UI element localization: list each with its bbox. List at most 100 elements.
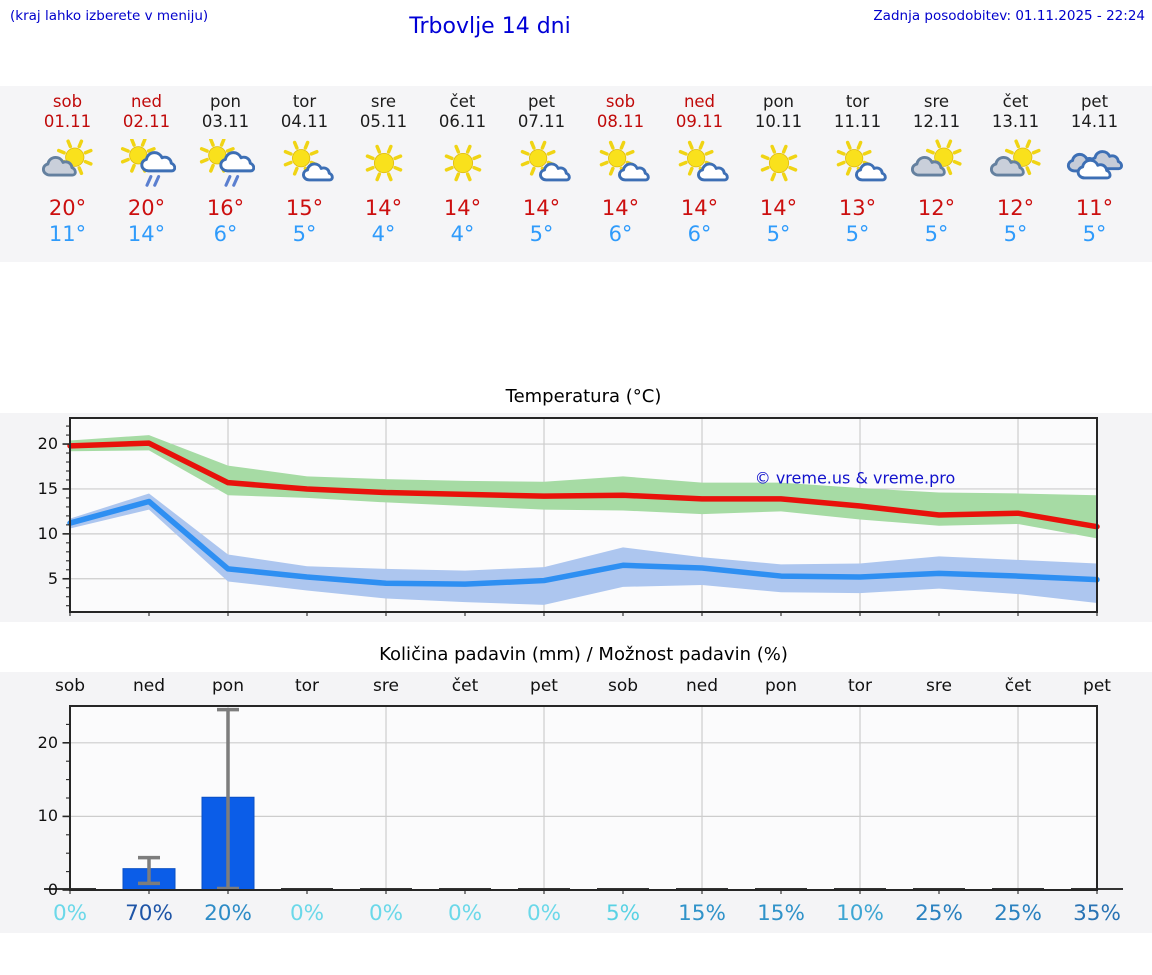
day-date: 03.11: [201, 111, 250, 131]
precip-day-label: tor: [294, 676, 320, 696]
sun-icon: [760, 144, 797, 181]
precipitation-probability: 10%: [836, 901, 884, 926]
y-tick-label: 5: [47, 568, 58, 588]
high-temperature: 14°: [680, 195, 719, 220]
day-name: pet: [527, 92, 556, 111]
y-tick-label: 0: [47, 880, 58, 899]
day-name: pon: [762, 92, 795, 111]
sun-rain-icon: [120, 138, 176, 187]
sun-small-cloud-icon: [678, 140, 729, 181]
precipitation-probability: 70%: [125, 901, 173, 926]
precip-day-label: pon: [765, 676, 797, 696]
low-temperature: 6°: [687, 221, 712, 246]
weather-icon: [423, 135, 502, 193]
high-temperature: 14°: [443, 195, 482, 220]
day-date: 14.11: [1070, 111, 1119, 131]
low-temperature: 5°: [529, 221, 554, 246]
low-temperature: 5°: [766, 221, 791, 246]
sun-icon: [444, 144, 481, 181]
day-name: sob: [605, 92, 636, 111]
precipitation-probability: 0%: [368, 901, 404, 926]
forecast-day-column-14[interactable]: pet 14.11 11° 5°: [1055, 86, 1134, 262]
day-name: sre: [370, 92, 397, 111]
precip-day-label: čet: [451, 676, 479, 696]
high-temperature: 16°: [206, 195, 245, 220]
precipitation-chart-title: Količina padavin (mm) / Možnost padavin …: [379, 644, 788, 665]
forecast-day-column-7[interactable]: pet 07.11 14° 5°: [502, 86, 581, 262]
low-temperature: 5°: [1003, 221, 1028, 246]
day-name: ned: [683, 92, 716, 111]
high-temperature: 12°: [917, 195, 956, 220]
low-temperature: 5°: [845, 221, 870, 246]
high-temperature: 20°: [127, 195, 166, 220]
precipitation-probability: 15%: [678, 901, 726, 926]
low-temperature: 6°: [213, 221, 238, 246]
weather-icon: [739, 135, 818, 193]
min-temperature-line: [67, 498, 1100, 587]
y-tick-label: 15: [37, 478, 58, 498]
forecast-day-column-9[interactable]: ned 09.11 14° 6°: [660, 86, 739, 262]
precip-day-label: ned: [685, 676, 719, 696]
y-tick-label: 10: [37, 523, 58, 543]
weather-icon: [581, 135, 660, 193]
forecast-day-column-11[interactable]: tor 11.11 13° 5°: [818, 86, 897, 262]
high-temperature: 13°: [838, 195, 877, 220]
forecast-day-column-13[interactable]: čet 13.11 12° 5°: [976, 86, 1055, 262]
day-date: 02.11: [122, 111, 171, 131]
max-range-band: [70, 435, 1097, 539]
day-date: 05.11: [359, 111, 408, 131]
high-temperature: 20°: [48, 195, 87, 220]
low-temperature: 4°: [450, 221, 475, 246]
day-date: 10.11: [754, 111, 803, 131]
weather-icon: [976, 135, 1055, 193]
forecast-day-column-12[interactable]: sre 12.11 12° 5°: [897, 86, 976, 262]
forecast-day-column-1[interactable]: sob 01.11 20° 11°: [28, 86, 107, 262]
weather-icon: [265, 135, 344, 193]
high-temperature: 14°: [759, 195, 798, 220]
sun-icon: [365, 144, 402, 181]
day-date: 11.11: [833, 111, 882, 131]
day-name: sob: [52, 92, 83, 111]
low-temperature: 5°: [924, 221, 949, 246]
y-tick-label: 10: [37, 806, 58, 826]
sun-small-cloud-icon: [599, 140, 650, 181]
day-date: 01.11: [43, 111, 92, 131]
low-temperature: 6°: [608, 221, 633, 246]
precipitation-probability: 0%: [447, 901, 483, 926]
forecast-day-column-3[interactable]: pon 03.11 16° 6°: [186, 86, 265, 262]
precip-day-label: sob: [607, 676, 639, 696]
precip-day-label: ned: [132, 676, 166, 696]
menu-hint: (kraj lahko izberete v meniju): [10, 8, 209, 24]
weather-icon: [107, 135, 186, 193]
forecast-day-column-5[interactable]: sre 05.11 14° 4°: [344, 86, 423, 262]
precipitation-probability: 5%: [605, 901, 641, 926]
forecast-day-column-2[interactable]: ned 02.11 20° 14°: [107, 86, 186, 262]
precipitation-probability: 35%: [1073, 901, 1121, 926]
low-temperature: 11°: [48, 221, 87, 246]
precipitation-probability: 25%: [915, 901, 963, 926]
weather-icon: [897, 135, 976, 193]
precipitation-probability: 0%: [526, 901, 562, 926]
low-temperature: 4°: [371, 221, 396, 246]
high-temperature: 14°: [522, 195, 561, 220]
forecast-day-column-10[interactable]: pon 10.11 14° 5°: [739, 86, 818, 262]
y-tick-label: 20: [37, 434, 58, 454]
copyright-watermark-link[interactable]: © vreme.us & vreme.pro: [754, 468, 956, 488]
day-date: 13.11: [991, 111, 1040, 131]
high-temperature: 12°: [996, 195, 1035, 220]
precipitation-probability: 15%: [757, 901, 805, 926]
precip-day-label: pet: [1083, 676, 1111, 696]
last-update-label: Zadnja posodobitev: 01.11.2025 - 22:24: [873, 8, 1145, 24]
precip-day-label: pet: [530, 676, 558, 696]
forecast-day-column-6[interactable]: čet 06.11 14° 4°: [423, 86, 502, 262]
weather-icon: [186, 135, 265, 193]
low-temperature: 14°: [127, 221, 166, 246]
forecast-day-column-4[interactable]: tor 04.11 15° 5°: [265, 86, 344, 262]
precip-day-label: tor: [847, 676, 873, 696]
precipitation-probability: 0%: [52, 901, 88, 926]
sun-gray-cloud-icon: [989, 139, 1041, 177]
precipitation-probability: 20%: [204, 901, 252, 926]
forecast-day-column-8[interactable]: sob 08.11 14° 6°: [581, 86, 660, 262]
high-temperature: 11°: [1075, 195, 1114, 220]
